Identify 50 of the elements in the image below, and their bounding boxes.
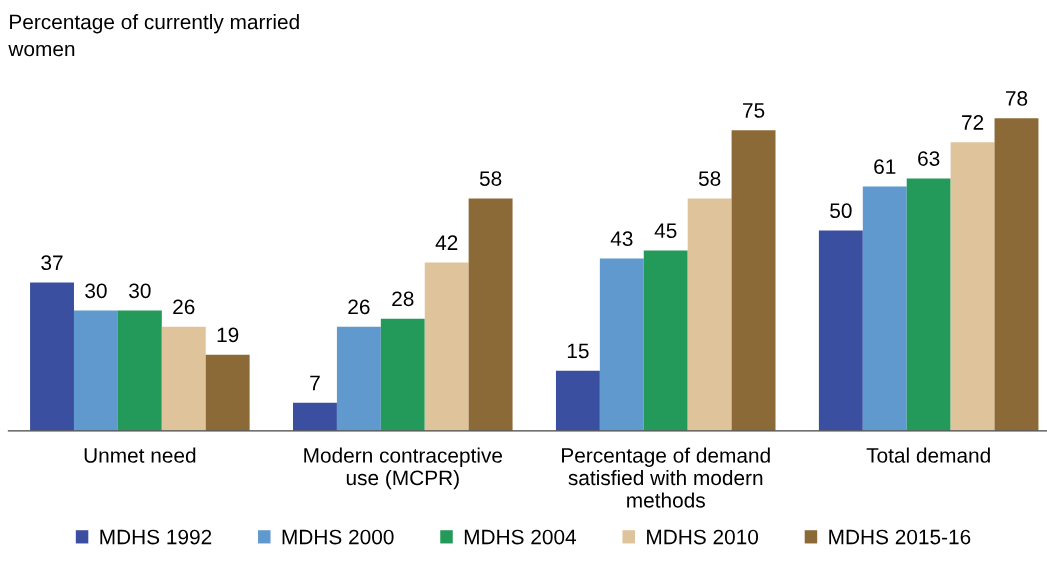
- y-axis-title: Percentage of currently married women: [8, 14, 299, 57]
- data-label: 7: [310, 375, 320, 391]
- bar: [73, 310, 118, 431]
- bar: [862, 186, 907, 431]
- data-label: 19: [217, 327, 239, 343]
- data-label: 72: [962, 115, 984, 130]
- data-label: 58: [479, 171, 502, 186]
- legend-label: MDHS 1992: [100, 529, 212, 545]
- bar: [117, 310, 162, 431]
- data-label: 30: [129, 283, 151, 299]
- bar: [731, 130, 776, 431]
- bar: [380, 318, 425, 431]
- bar: [161, 326, 206, 431]
- bar: [30, 282, 74, 431]
- bar: [293, 402, 337, 431]
- bar: [205, 354, 250, 431]
- bar: [906, 178, 951, 431]
- bar: [424, 262, 469, 431]
- data-label: 15: [567, 343, 589, 359]
- data-label: 26: [173, 299, 195, 315]
- data-label: 63: [918, 151, 940, 166]
- legend-label: MDHS 2010: [647, 529, 759, 545]
- legend-label: MDHS 2015-16: [829, 529, 971, 545]
- data-label: 28: [392, 291, 414, 307]
- data-label: 43: [610, 231, 633, 247]
- data-label: 58: [698, 171, 721, 186]
- data-label: 30: [85, 283, 107, 299]
- data-label: 50: [830, 203, 852, 219]
- bar: [994, 118, 1039, 431]
- legend-label: MDHS 2004: [464, 529, 577, 545]
- x-tick-label: Total demand: [866, 447, 990, 463]
- data-label: 45: [654, 223, 677, 239]
- data-label: 37: [41, 255, 63, 271]
- data-label: 26: [348, 299, 370, 315]
- bar: [555, 370, 600, 431]
- data-label: 78: [1005, 91, 1028, 106]
- x-tick-label: Unmet need: [84, 447, 196, 463]
- bar: [643, 250, 688, 431]
- data-label: 42: [435, 235, 458, 250]
- bar: [599, 258, 644, 431]
- bar: [687, 198, 732, 431]
- bar: [818, 230, 863, 431]
- x-tick-label: Modern contraceptive use (MCPR): [304, 447, 503, 490]
- bar: [336, 326, 381, 431]
- data-label: 61: [874, 159, 896, 174]
- bar: [468, 198, 513, 431]
- data-label: 75: [743, 103, 765, 118]
- bar: [950, 142, 995, 431]
- legend-label: MDHS 2000: [282, 529, 394, 545]
- x-tick-label: Percentage of demand satisfied with modern methods: [562, 447, 770, 508]
